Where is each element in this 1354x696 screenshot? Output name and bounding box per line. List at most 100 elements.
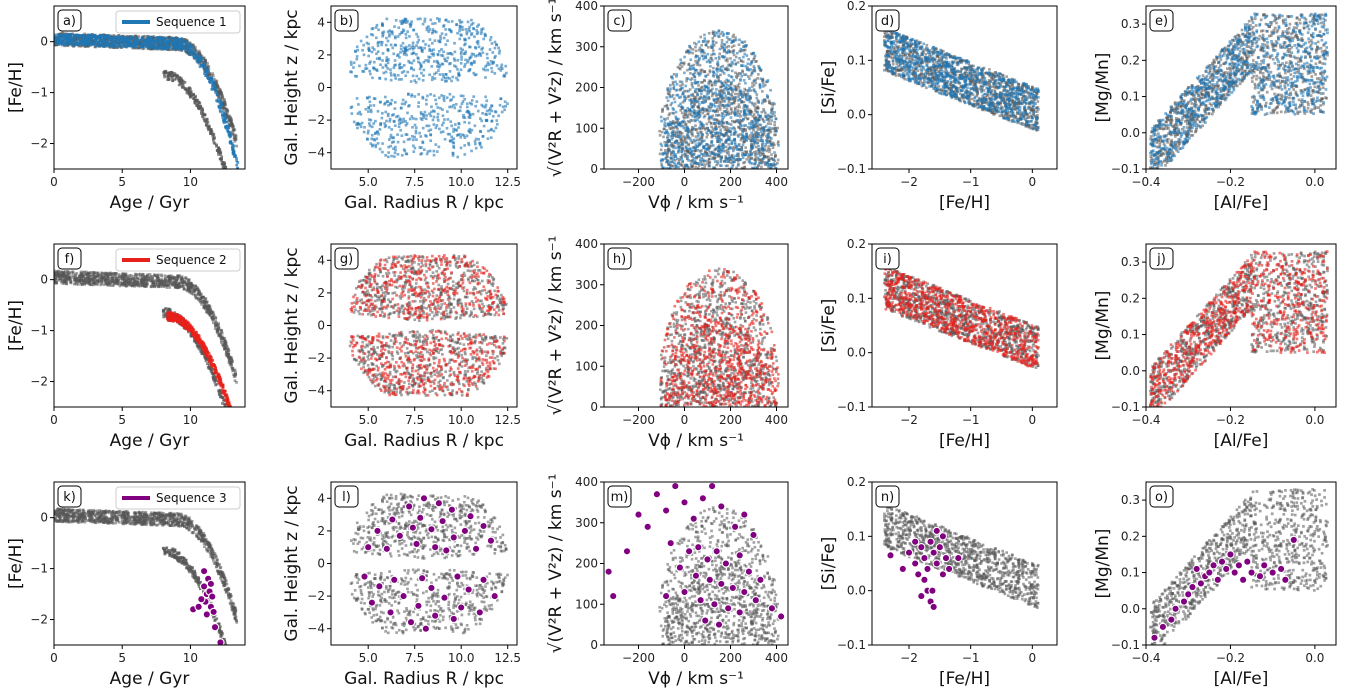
density-cell	[730, 93, 734, 97]
density-cell	[200, 106, 204, 110]
density-cell	[766, 147, 770, 151]
density-cell	[716, 31, 719, 35]
density-cell	[365, 35, 369, 39]
density-cell	[171, 43, 174, 47]
density-cell	[190, 94, 194, 97]
density-cell	[413, 79, 417, 82]
density-cell	[669, 83, 672, 87]
density-cell	[755, 96, 759, 100]
density-cell	[717, 125, 721, 129]
density-cell	[679, 95, 683, 99]
density-cell	[713, 166, 716, 169]
density-cell	[407, 93, 410, 96]
density-cell	[477, 138, 481, 141]
density-cell	[381, 31, 384, 35]
density-cell	[682, 126, 685, 130]
density-cell	[475, 29, 479, 32]
density-cell	[159, 37, 162, 41]
density-cell	[357, 103, 360, 106]
density-cell	[69, 33, 73, 36]
density-cell	[438, 17, 441, 21]
density-cell	[685, 149, 689, 153]
density-cell	[683, 120, 687, 124]
density-cell	[724, 81, 728, 85]
density-cell	[723, 125, 726, 129]
density-cell	[185, 91, 189, 95]
density-cell	[98, 39, 102, 42]
density-cell	[219, 103, 223, 106]
density-cell	[770, 164, 773, 168]
density-cell	[672, 146, 675, 150]
density-cell	[59, 36, 62, 40]
density-cell	[176, 75, 180, 79]
density-cell	[678, 134, 682, 138]
density-cell	[171, 79, 174, 83]
density-cell	[413, 46, 416, 49]
density-cell	[442, 75, 445, 79]
density-cell	[371, 76, 374, 80]
density-cell	[699, 92, 703, 96]
density-cell	[683, 163, 687, 167]
density-cell	[719, 89, 723, 92]
density-cell	[57, 41, 60, 45]
density-cell	[91, 40, 94, 44]
density-cell	[754, 78, 758, 82]
density-cell	[690, 155, 694, 159]
density-cell	[60, 40, 64, 44]
density-cell	[427, 60, 430, 64]
density-cell	[707, 163, 711, 167]
density-cell	[420, 146, 423, 149]
density-cell	[695, 138, 699, 142]
density-cell	[190, 45, 194, 49]
density-cell	[429, 139, 432, 143]
density-cell	[676, 142, 680, 145]
density-cell	[448, 77, 451, 80]
density-cell	[446, 52, 450, 55]
density-cell	[729, 57, 732, 60]
density-cell	[355, 57, 359, 61]
density-cell	[193, 101, 197, 104]
density-cell	[704, 95, 708, 99]
density-cell	[220, 94, 224, 98]
density-cell	[700, 137, 703, 141]
density-cell	[160, 37, 164, 41]
density-cell	[476, 54, 479, 57]
density-cell	[368, 122, 371, 125]
density-cell	[671, 80, 675, 84]
density-cell	[448, 139, 452, 143]
density-cell	[694, 59, 697, 63]
density-cell	[760, 165, 763, 169]
density-cell	[378, 147, 382, 151]
density-cell	[113, 45, 116, 48]
density-cell	[503, 100, 507, 104]
density-cell	[705, 60, 709, 64]
density-cell	[86, 41, 89, 45]
density-cell	[733, 137, 736, 141]
density-cell	[419, 64, 423, 68]
density-cell	[703, 159, 707, 163]
density-cell	[484, 103, 488, 107]
density-cell	[681, 147, 685, 151]
density-cell	[708, 79, 711, 83]
density-cell	[692, 153, 696, 156]
density-cell	[711, 114, 714, 118]
density-cell	[94, 44, 98, 48]
density-cell	[679, 132, 682, 136]
density-cell	[676, 133, 680, 136]
density-cell	[763, 83, 767, 87]
density-cell	[467, 115, 471, 119]
density-cell	[217, 95, 221, 99]
density-cell	[683, 113, 686, 116]
density-cell	[399, 121, 403, 125]
density-cell	[720, 39, 724, 42]
density-cell	[750, 122, 753, 126]
density-cell	[723, 46, 726, 50]
density-cell	[227, 181, 230, 184]
density-cell	[687, 135, 690, 138]
density-cell	[733, 87, 736, 91]
density-cell	[209, 130, 213, 133]
density-cell	[731, 153, 734, 157]
density-cell	[663, 118, 667, 121]
density-cell	[157, 41, 161, 44]
